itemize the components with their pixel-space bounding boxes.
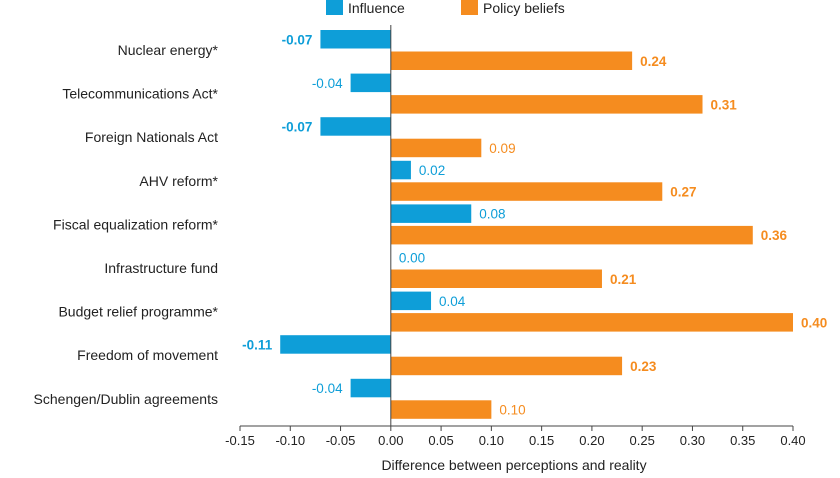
- value-label-policy-beliefs-budget-relief-programme: 0.40: [801, 315, 827, 330]
- bar-policy-beliefs-nuclear-energy: [390, 51, 633, 70]
- x-tick-label: 0.05: [428, 433, 453, 448]
- value-label-influence-nuclear-energy: -0.07: [282, 32, 313, 47]
- bar-influence-freedom-of-movement: [280, 335, 391, 354]
- category-labels: Nuclear energy* Telecommunications Act* Fo…: [34, 42, 219, 407]
- bar-influence-telecommunications-act: [350, 73, 391, 93]
- bar-influence-ahv-reform: [390, 160, 411, 180]
- value-label-influence-telecommunications-act: -0.04: [312, 76, 343, 91]
- value-label-influence-foreign-nationals-act: -0.07: [282, 119, 313, 134]
- bar-influence-budget-relief-programme: [390, 291, 432, 311]
- x-tick-label: 0.25: [630, 433, 655, 448]
- bar-policy-beliefs-budget-relief-programme: [390, 313, 793, 332]
- value-label-influence-schengen-dublin-agreements: -0.04: [312, 381, 343, 396]
- bar-policy-beliefs-telecommunications-act: [390, 95, 703, 114]
- category-label-infrastructure-fund: Infrastructure fund: [104, 260, 218, 276]
- value-label-influence-ahv-reform: 0.02: [419, 163, 445, 178]
- legend-swatch-influence: [326, 0, 343, 15]
- value-label-influence-fiscal-equalization-reform: 0.08: [479, 207, 505, 222]
- x-axis: -0.15 -0.10 -0.05 0.00 0.05 0.10 0.15 0.20 0.25 0…: [225, 25, 806, 448]
- value-label-policy-beliefs-infrastructure-fund: 0.21: [610, 272, 637, 287]
- bar-policy-beliefs-freedom-of-movement: [390, 356, 623, 376]
- category-label-fiscal-equalization-reform: Fiscal equalization reform*: [53, 216, 219, 232]
- category-label-schengen-dublin-agreements: Schengen/Dublin agreements: [34, 391, 218, 407]
- bars: [280, 30, 793, 419]
- bar-influence-foreign-nationals-act: [320, 117, 391, 136]
- legend-label-influence: Influence: [348, 0, 405, 16]
- category-label-foreign-nationals-act: Foreign Nationals Act: [85, 129, 218, 145]
- x-tick-label: 0.40: [780, 433, 805, 448]
- value-label-policy-beliefs-foreign-nationals-act: 0.09: [489, 141, 515, 156]
- value-label-policy-beliefs-ahv-reform: 0.27: [670, 185, 696, 200]
- value-label-policy-beliefs-nuclear-energy: 0.24: [640, 54, 667, 69]
- x-tick-label: 0.15: [529, 433, 554, 448]
- bar-policy-beliefs-schengen-dublin-agreements: [390, 400, 492, 419]
- x-tick-label: -0.15: [225, 433, 255, 448]
- legend: Influence Policy beliefs: [326, 0, 565, 16]
- category-label-freedom-of-movement: Freedom of movement: [77, 347, 218, 363]
- category-label-nuclear-energy: Nuclear energy*: [118, 42, 219, 58]
- value-label-influence-budget-relief-programme: 0.04: [439, 294, 466, 309]
- x-tick-label: 0.10: [479, 433, 504, 448]
- x-tick-label: 0.00: [378, 433, 403, 448]
- bar-policy-beliefs-infrastructure-fund: [390, 269, 602, 288]
- x-tick-label: 0.30: [680, 433, 705, 448]
- bar-policy-beliefs-fiscal-equalization-reform: [390, 225, 753, 245]
- category-label-ahv-reform: AHV reform*: [139, 173, 218, 189]
- value-labels: -0.07 0.24 -0.04 0.31 -0.07 0.09 0.02 0.27 0.08 0…: [242, 32, 827, 417]
- x-tick-label: -0.05: [326, 433, 356, 448]
- value-label-influence-infrastructure-fund: 0.00: [399, 250, 425, 265]
- value-label-policy-beliefs-schengen-dublin-agreements: 0.10: [499, 403, 525, 418]
- x-axis-title: Difference between perceptions and reali…: [381, 457, 646, 473]
- bar-influence-nuclear-energy: [320, 30, 391, 49]
- x-tick-label: 0.20: [579, 433, 604, 448]
- category-label-budget-relief-programme: Budget relief programme*: [58, 304, 218, 320]
- legend-label-policy-beliefs: Policy beliefs: [483, 0, 565, 16]
- legend-swatch-policy-beliefs: [461, 0, 478, 15]
- value-label-policy-beliefs-telecommunications-act: 0.31: [711, 97, 738, 112]
- value-label-policy-beliefs-fiscal-equalization-reform: 0.36: [761, 228, 788, 243]
- bar-influence-schengen-dublin-agreements: [350, 378, 391, 398]
- x-tick-label: 0.35: [730, 433, 755, 448]
- bar-policy-beliefs-ahv-reform: [390, 182, 663, 201]
- bar-policy-beliefs-foreign-nationals-act: [390, 138, 482, 158]
- category-label-telecommunications-act: Telecommunications Act*: [62, 86, 218, 102]
- value-label-influence-freedom-of-movement: -0.11: [242, 337, 273, 352]
- x-tick-label: -0.10: [275, 433, 305, 448]
- bar-influence-fiscal-equalization-reform: [390, 204, 472, 223]
- value-label-policy-beliefs-freedom-of-movement: 0.23: [630, 359, 657, 374]
